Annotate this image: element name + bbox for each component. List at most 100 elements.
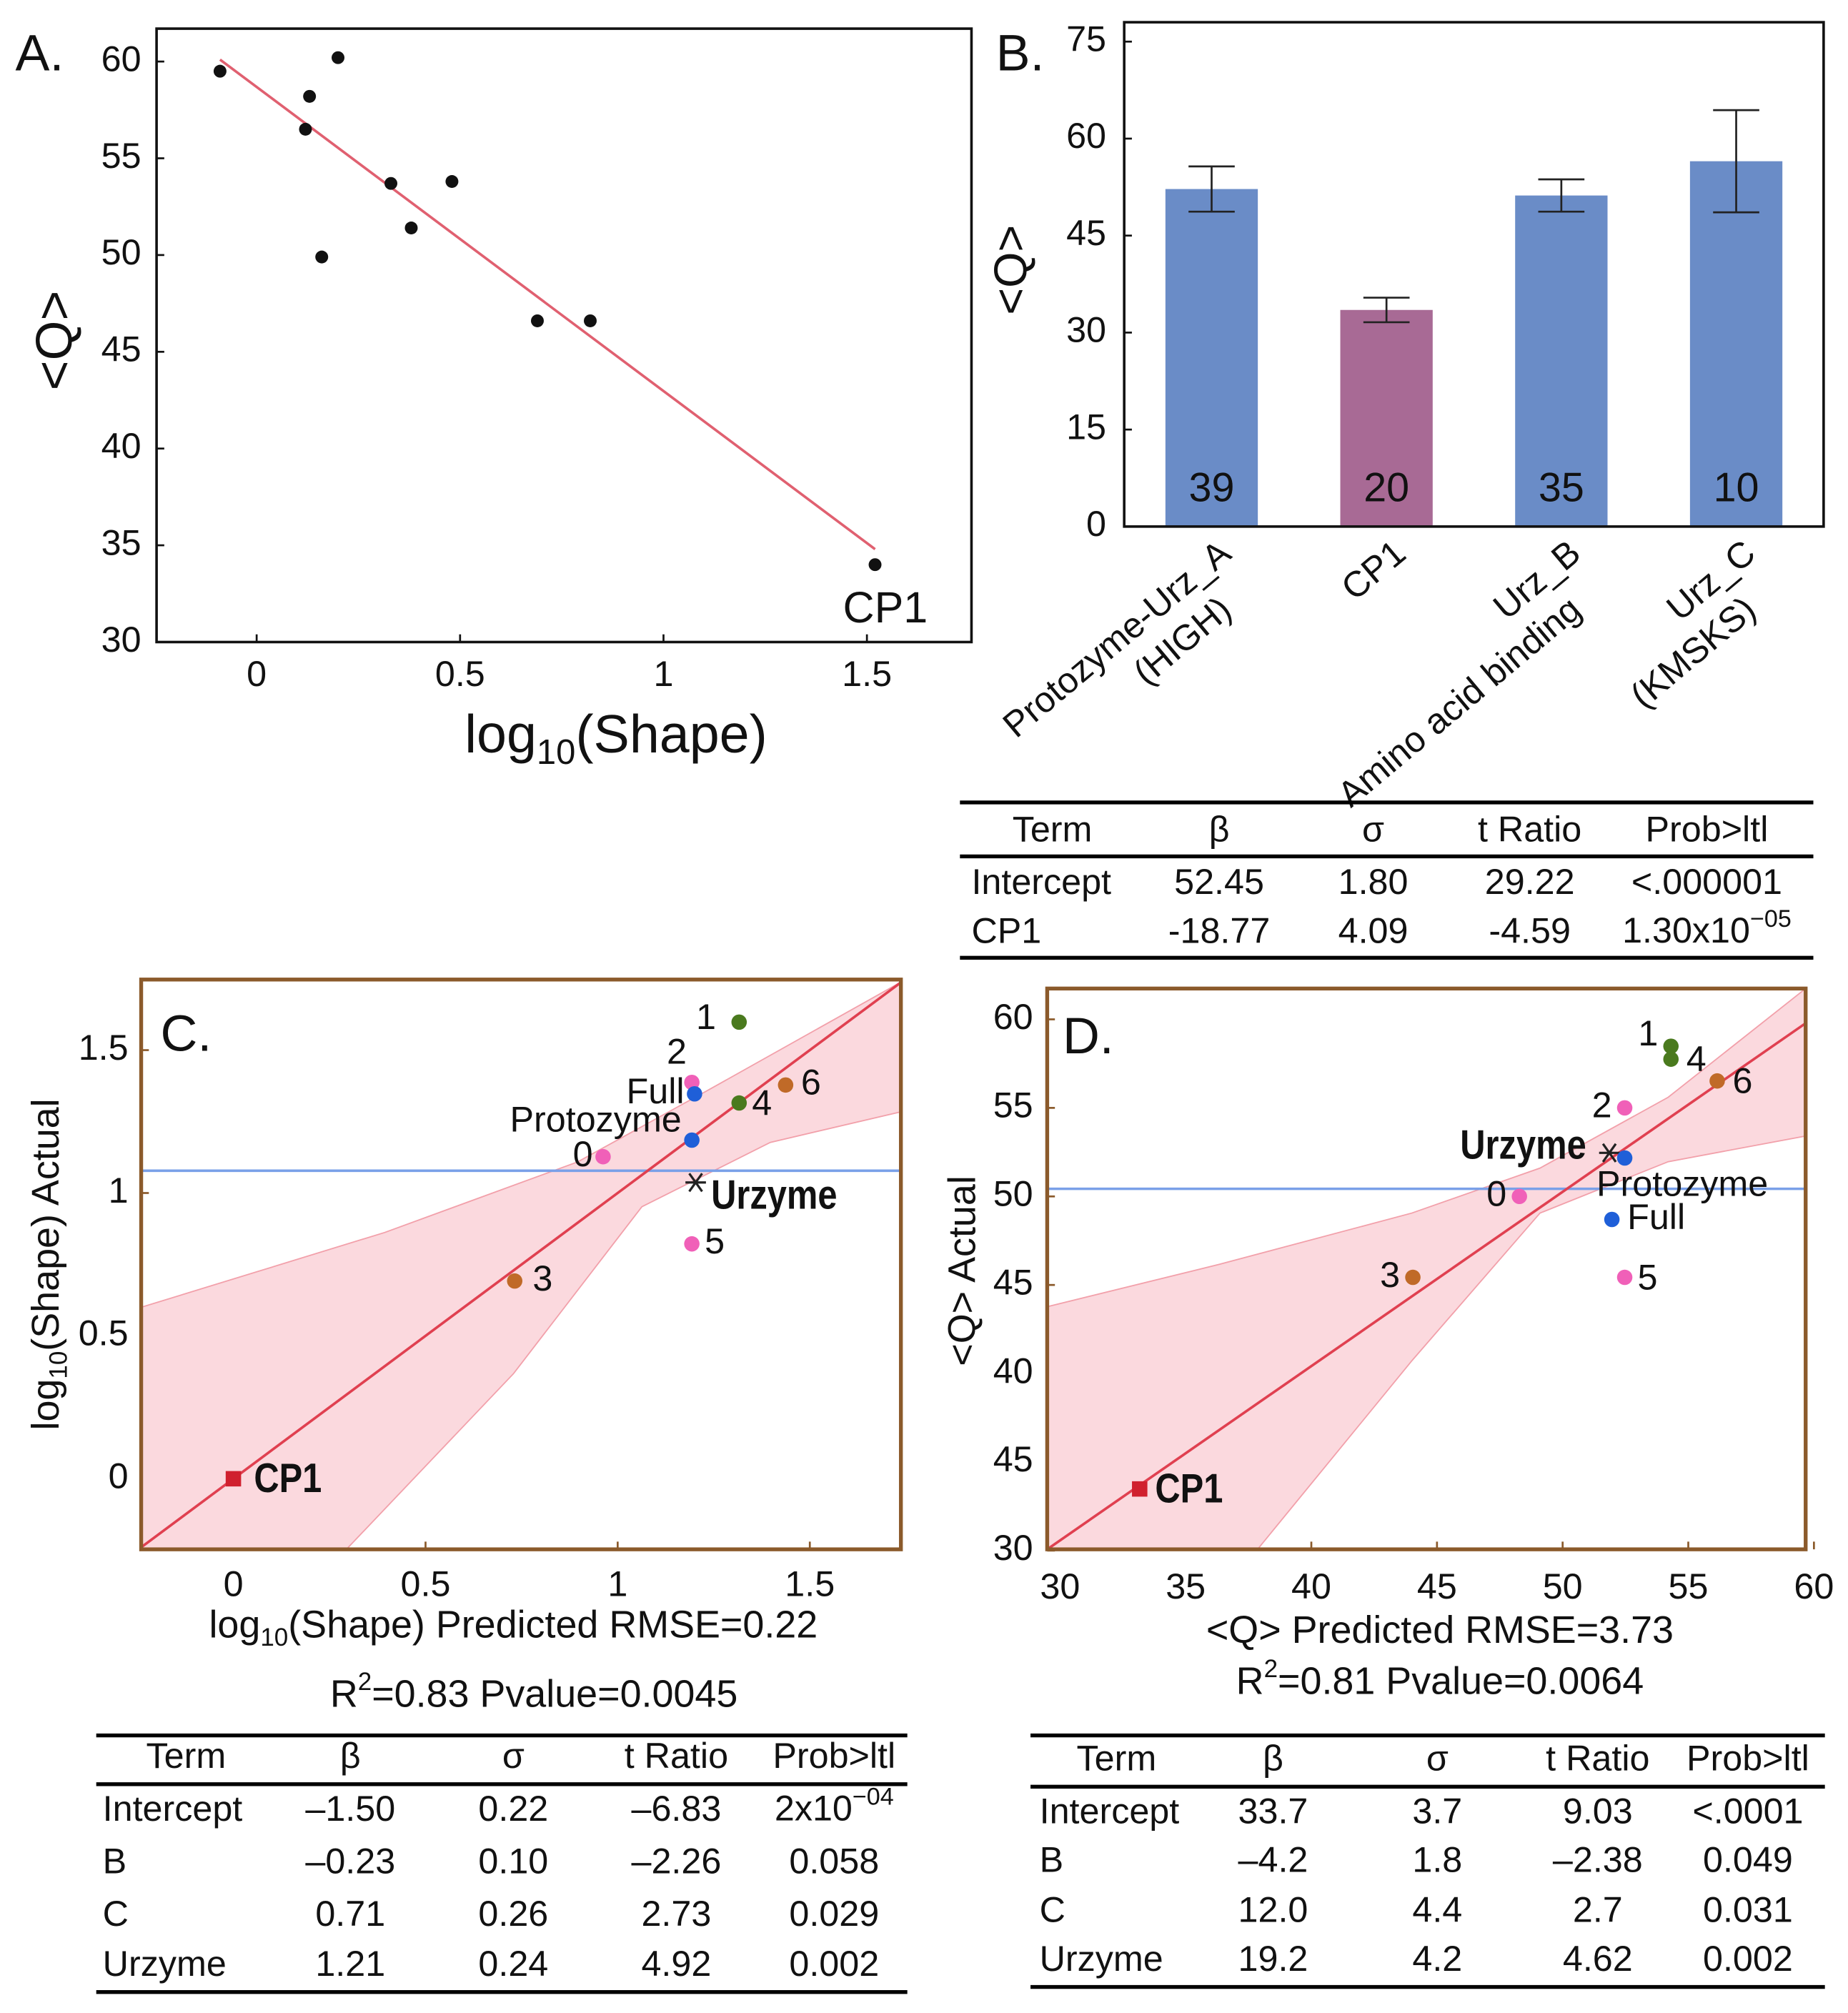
point-label: Full — [627, 1070, 685, 1111]
annotation: CP1 — [843, 583, 928, 632]
table-cell: 19.2 — [1238, 1938, 1308, 1979]
stats-label-sup: 2 — [1264, 1655, 1278, 1683]
table-cell: 4.92 — [641, 1943, 711, 1984]
table-cell: Urzyme — [103, 1943, 227, 1984]
table-header: Term — [1013, 809, 1093, 850]
y-axis-label: <Q> Actual — [941, 1176, 984, 1366]
y-tick-label: 60 — [1066, 115, 1106, 156]
stats-label-part: R — [330, 1673, 358, 1716]
point — [507, 1273, 523, 1289]
point — [1663, 1038, 1679, 1054]
point-label: 0 — [1486, 1173, 1506, 1214]
cell-text: 1.30x10 — [1622, 910, 1750, 950]
x-axis-label-sub: 10 — [537, 733, 576, 772]
error-bar — [1713, 109, 1759, 214]
plot-frame — [155, 27, 973, 644]
point-label: 4 — [1686, 1038, 1707, 1079]
error-bar — [1538, 178, 1585, 213]
point-label: 4 — [752, 1082, 772, 1123]
point — [731, 1014, 747, 1030]
table-header: Term — [146, 1735, 227, 1776]
x-axis-label-part: log — [465, 704, 537, 764]
table-cell: –2.26 — [632, 1840, 722, 1881]
panel-letter: D. — [1063, 1008, 1114, 1065]
count-label: 20 — [1363, 465, 1409, 511]
x-tick-label: 40 — [1291, 1566, 1331, 1606]
point — [1132, 1481, 1148, 1497]
y-tick-label: 75 — [1066, 19, 1106, 59]
table-cell: 0.031 — [1703, 1889, 1793, 1930]
table-cell: 0.049 — [1703, 1839, 1793, 1880]
x-tick-label: 50 — [1543, 1566, 1583, 1606]
bar — [1165, 189, 1258, 527]
y-axis-label-part: log — [24, 1379, 67, 1431]
x-axis-label: log10(Shape) — [465, 704, 767, 772]
y-axis-label: <Q> — [984, 225, 1036, 315]
point — [332, 51, 344, 64]
point — [1405, 1269, 1421, 1286]
table-cell: –6.83 — [632, 1788, 722, 1829]
table-cell: 0.002 — [1703, 1938, 1793, 1979]
stats-label-sup: 2 — [358, 1668, 372, 1696]
error-bar — [1188, 165, 1235, 213]
x-tick-label: 0.5 — [435, 653, 485, 694]
point — [1616, 1100, 1633, 1116]
table-cell: 4.09 — [1338, 910, 1409, 950]
point — [1616, 1150, 1633, 1166]
y-tick-label: 50 — [993, 1173, 1033, 1214]
plot-frame — [139, 978, 903, 1551]
point — [731, 1095, 747, 1111]
table-cell: 0.24 — [478, 1943, 548, 1984]
table-header: Term — [1077, 1738, 1157, 1779]
point-label: 0 — [573, 1133, 593, 1174]
table-cell: 2.73 — [641, 1893, 711, 1934]
table-cell: –1.50 — [305, 1788, 395, 1829]
point-label: 1 — [1638, 1013, 1658, 1053]
y-axis-label: <Q> — [26, 291, 83, 391]
y-tick-label: 0 — [1086, 503, 1106, 544]
y-tick-label: 40 — [993, 1350, 1033, 1391]
x-axis-label: <Q> Predicted RMSE=3.73 — [1206, 1609, 1674, 1651]
table-cell: 4.4 — [1412, 1889, 1462, 1930]
table-cell: 4.2 — [1412, 1938, 1462, 1979]
x-tick-label: 0 — [247, 653, 267, 694]
stats-label-part: R — [1236, 1660, 1264, 1703]
x-axis-label-part: (Shape) Predicted RMSE=0.22 — [288, 1604, 818, 1646]
table-cell: 0.002 — [789, 1943, 879, 1984]
table-cell: 1.80 — [1338, 861, 1409, 902]
table-header: Prob>ltl — [1686, 1738, 1809, 1779]
table-header: t Ratio — [625, 1735, 728, 1776]
y-tick-label: 1.5 — [79, 1027, 129, 1068]
table-cell: 12.0 — [1238, 1889, 1308, 1930]
stats-label: R2=0.83 Pvalue=0.0045 — [330, 1668, 737, 1716]
table-cell: C — [103, 1893, 129, 1934]
y-axis-label-part: (Shape) Actual — [24, 1098, 67, 1351]
point-label: 3 — [1380, 1254, 1400, 1295]
table-cell: –4.2 — [1238, 1839, 1308, 1880]
table-cell: –0.23 — [305, 1840, 395, 1881]
y-tick-label: 15 — [1066, 406, 1106, 447]
point — [1511, 1188, 1527, 1205]
fit-line — [219, 58, 876, 550]
point-label: 2 — [667, 1031, 687, 1072]
x-tick-label: 45 — [1417, 1566, 1457, 1606]
y-tick-label: 55 — [993, 1085, 1033, 1125]
y-axis-label: log10(Shape) Actual — [24, 1098, 72, 1430]
table-cell: 29.22 — [1485, 861, 1575, 902]
table-cell: -4.59 — [1489, 910, 1571, 950]
table-header: t Ratio — [1478, 809, 1581, 850]
table-cell: 2.7 — [1573, 1889, 1623, 1930]
table-cell: 33.7 — [1238, 1790, 1308, 1831]
x-tick-label: 60 — [1794, 1566, 1834, 1606]
table-header: β — [1263, 1738, 1283, 1779]
table-header: Prob>ltl — [773, 1735, 895, 1776]
plot-area — [141, 980, 901, 1550]
table-cell: 0.029 — [789, 1893, 879, 1934]
y-tick-label: 0 — [109, 1456, 129, 1496]
y-tick-label: 45 — [993, 1261, 1033, 1302]
x-axis-label: log10(Shape) Predicted RMSE=0.22 — [209, 1604, 818, 1651]
table-cell: 3.7 — [1412, 1790, 1462, 1831]
table-header: t Ratio — [1546, 1738, 1649, 1779]
category-label: Protozyme-Urz_A(HIGH) — [995, 532, 1238, 745]
